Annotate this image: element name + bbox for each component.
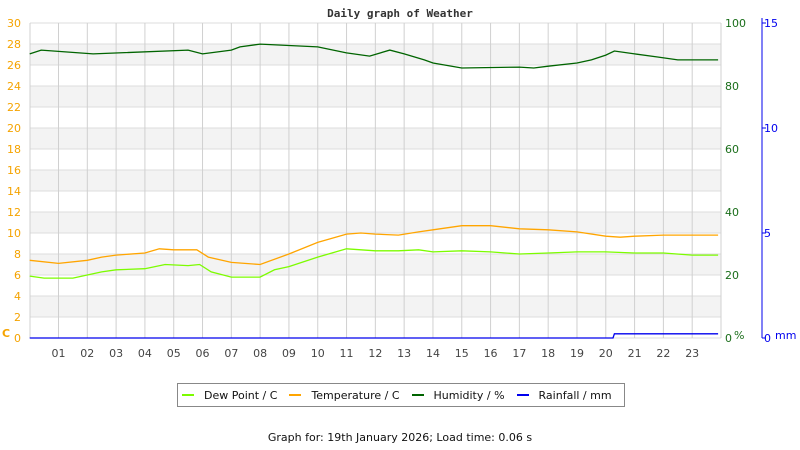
- series-line-rainfall: [29, 333, 719, 339]
- right-tick-label: 100: [725, 17, 746, 30]
- x-tick-label: 03: [109, 347, 123, 360]
- right-tick-label: 60: [725, 143, 739, 156]
- legend-label: Rainfall / mm: [538, 388, 612, 402]
- left-tick-label: 14: [7, 185, 21, 198]
- legend: Dew Point / C Temperature / C Humidity /…: [177, 383, 625, 407]
- legend-swatch: [289, 394, 302, 396]
- legend-item-rainfall: Rainfall / mm: [516, 388, 612, 402]
- left-tick-label: 30: [7, 17, 21, 30]
- left-tick-label: 2: [14, 311, 21, 324]
- legend-swatch: [411, 394, 424, 396]
- legend-label: Temperature / C: [311, 388, 400, 402]
- left-tick-label: 12: [7, 206, 21, 219]
- x-tick-label: 18: [541, 347, 555, 360]
- left-tick-label: 0: [14, 332, 21, 345]
- x-tick-label: 05: [167, 347, 181, 360]
- left-tick-label: 24: [7, 80, 21, 93]
- series-line-dew: [29, 248, 719, 279]
- left-tick-label: 16: [7, 164, 21, 177]
- rain-axis-unit: mm: [775, 329, 796, 342]
- left-tick-label: 22: [7, 101, 21, 114]
- x-tick-label: 12: [368, 347, 382, 360]
- x-tick-label: 01: [52, 347, 66, 360]
- x-tick-label: 07: [224, 347, 238, 360]
- x-tick-label: 14: [426, 347, 440, 360]
- x-tick-label: 08: [253, 347, 267, 360]
- legend-item-temperature: Temperature / C: [289, 388, 400, 402]
- left-axis-unit: C: [2, 327, 10, 340]
- footer-status: Graph for: 19th January 2026; Load time:…: [267, 431, 533, 444]
- legend-item-humidity: Humidity / %: [411, 388, 505, 402]
- left-tick-label: 28: [7, 38, 21, 51]
- x-tick-label: 16: [484, 347, 498, 360]
- left-tick-label: 20: [7, 122, 21, 135]
- legend-item-dew-point: Dew Point / C: [182, 389, 277, 402]
- legend-swatch: [182, 394, 194, 396]
- x-tick-label: 22: [656, 347, 670, 360]
- left-tick-label: 8: [14, 248, 21, 261]
- x-tick-label: 17: [512, 347, 526, 360]
- rain-tick-label: 15: [764, 17, 778, 30]
- rain-tick-label: 5: [764, 227, 771, 240]
- x-tick-label: 09: [282, 347, 296, 360]
- right-tick-label: 0: [725, 332, 732, 345]
- series-line-humidity: [29, 43, 719, 69]
- series-lines: [29, 43, 719, 339]
- x-tick-label: 06: [196, 347, 210, 360]
- right-axis-unit: %: [734, 329, 744, 342]
- weather-chart: Daily graph of Weather 02468101214161820…: [2, 7, 796, 360]
- x-tick-label: 13: [397, 347, 411, 360]
- x-tick-label: 20: [599, 347, 613, 360]
- legend-label: Humidity / %: [433, 388, 505, 402]
- chart-title: Daily graph of Weather: [327, 7, 473, 20]
- right-tick-label: 40: [725, 206, 739, 219]
- x-tick-label: 15: [455, 347, 469, 360]
- legend-label: Dew Point / C: [204, 388, 278, 402]
- x-tick-label: 04: [138, 347, 152, 360]
- x-tick-label: 21: [628, 347, 642, 360]
- legend-swatch: [516, 394, 529, 396]
- x-tick-label: 11: [340, 347, 354, 360]
- x-tick-label: 02: [80, 347, 94, 360]
- left-tick-label: 6: [14, 269, 21, 282]
- left-tick-label: 18: [7, 143, 21, 156]
- left-tick-label: 26: [7, 59, 21, 72]
- right-tick-label: 20: [725, 269, 739, 282]
- left-tick-label: 4: [14, 290, 21, 303]
- x-tick-label: 10: [311, 347, 325, 360]
- x-tick-label: 19: [570, 347, 584, 360]
- series-line-temperature: [29, 225, 719, 266]
- left-tick-label: 10: [7, 227, 21, 240]
- vertical-gridlines: [29, 23, 722, 338]
- rain-tick-label: 0: [764, 332, 771, 345]
- rain-tick-label: 10: [764, 122, 778, 135]
- right-tick-label: 80: [725, 80, 739, 93]
- x-tick-label: 23: [685, 347, 699, 360]
